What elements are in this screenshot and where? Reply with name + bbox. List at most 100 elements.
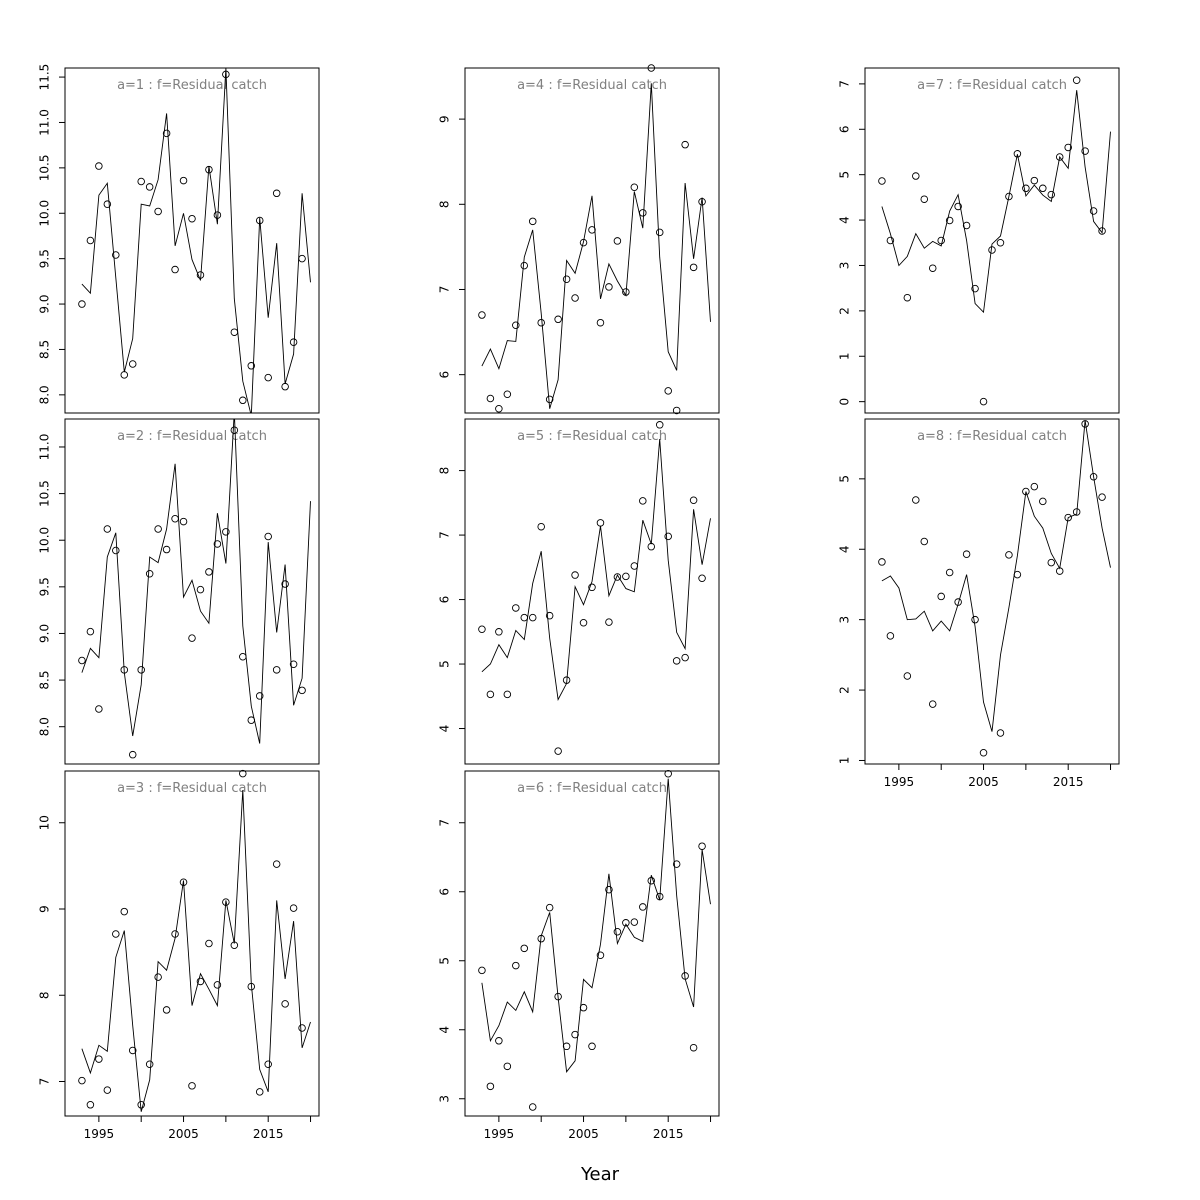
y-tick-label: 4 — [838, 216, 852, 224]
observed-point — [1055, 567, 1064, 575]
observed-point — [605, 618, 613, 626]
observed-point — [639, 903, 647, 911]
observed-point — [537, 522, 545, 531]
observed-point — [613, 573, 622, 581]
observed-point — [298, 254, 306, 263]
fitted-line — [81, 419, 311, 744]
y-tick-label: 9.0 — [38, 624, 52, 643]
fitted-line — [481, 778, 711, 1073]
observed-point — [222, 70, 230, 79]
y-tick-label: 1 — [838, 757, 852, 765]
observed-point — [512, 961, 520, 970]
observed-point — [1005, 551, 1013, 559]
observed-point — [128, 360, 137, 368]
observed-point — [1089, 207, 1098, 215]
observed-point — [698, 574, 706, 583]
observed-point — [272, 860, 281, 868]
observed-point — [971, 615, 979, 624]
plot-frame — [464, 67, 720, 414]
plot-frame — [864, 418, 1120, 765]
observed-point — [689, 496, 698, 505]
observed-point — [78, 656, 86, 665]
observed-point — [145, 183, 154, 191]
observed-point — [988, 246, 996, 254]
panel-title: a=5 : f=Residual catch — [517, 429, 667, 444]
observed-point — [171, 265, 179, 274]
panel-a7: a=7 : f=Residual catch 0 1 2 3 4 5 6 7 — [838, 67, 1120, 414]
observed-point — [272, 189, 281, 198]
plot-frame — [64, 418, 320, 765]
observed-point — [1039, 184, 1047, 193]
observed-point — [639, 497, 647, 505]
observed-point — [588, 1042, 596, 1051]
observed-point — [596, 951, 605, 959]
observed-point — [137, 666, 145, 674]
plot-frame — [864, 67, 1120, 414]
observed-point — [112, 930, 120, 938]
observed-point — [264, 1060, 272, 1068]
observed-point — [128, 1046, 137, 1055]
y-tick-label: 7 — [438, 819, 452, 827]
y-tick-label: 4 — [838, 545, 852, 553]
y-tick-label: 11.0 — [38, 434, 52, 461]
y-tick-label: 7 — [438, 286, 452, 294]
observed-point — [655, 892, 664, 901]
observed-point — [230, 328, 239, 336]
y-tick-label: 8.5 — [38, 671, 52, 690]
observed-point — [289, 904, 298, 912]
y-tick-label: 5 — [438, 957, 452, 965]
observed-point — [154, 207, 162, 216]
observed-point — [188, 214, 196, 223]
y-tick-label: 10 — [38, 815, 52, 830]
observed-point — [1005, 192, 1013, 201]
observed-point — [579, 1003, 588, 1012]
observed-point — [647, 876, 656, 885]
observed-point — [486, 690, 495, 699]
observed-point — [95, 162, 103, 170]
observed-point — [162, 545, 171, 554]
observed-point — [878, 177, 886, 185]
observed-point — [486, 394, 495, 403]
observed-point — [886, 236, 895, 245]
y-tick-label: 5 — [838, 171, 852, 179]
observed-point — [486, 1082, 495, 1091]
observed-point — [222, 528, 230, 536]
y-tick-label: 10.0 — [38, 200, 52, 227]
observed-point — [298, 1024, 306, 1032]
x-tick-label: 1995 — [84, 1127, 115, 1141]
observed-point — [272, 666, 281, 674]
y-tick-label: 10.5 — [38, 155, 52, 182]
observed-point — [86, 236, 95, 245]
observed-point — [86, 627, 95, 636]
observed-point — [622, 919, 630, 927]
observed-point — [886, 632, 895, 640]
observed-point — [78, 300, 86, 308]
observed-point — [162, 129, 171, 138]
plot-frame — [64, 770, 320, 1117]
y-tick-label: 3 — [838, 616, 852, 624]
x-tick-label: 2005 — [168, 1127, 199, 1141]
observed-point — [928, 264, 937, 272]
observed-point — [979, 397, 988, 406]
observed-point — [1064, 513, 1072, 522]
panel-title: a=6 : f=Residual catch — [517, 781, 667, 796]
panel-a4: a=4 : f=Residual catch 6 7 8 9 — [438, 64, 720, 415]
observed-point — [937, 592, 945, 601]
observed-point — [647, 64, 656, 72]
observed-point — [554, 315, 562, 324]
observed-point — [95, 1055, 103, 1063]
panel-title: a=7 : f=Residual catch — [917, 78, 1067, 93]
y-tick-label: 3 — [838, 262, 852, 270]
observed-point — [596, 318, 605, 327]
observed-point — [903, 672, 912, 680]
observed-point — [205, 568, 213, 576]
y-tick-label: 9.5 — [38, 249, 52, 268]
observed-point — [503, 1062, 512, 1071]
observed-point — [1072, 76, 1081, 85]
observed-point — [1098, 493, 1106, 501]
observed-point — [289, 660, 298, 668]
observed-point — [247, 982, 256, 991]
observed-point — [605, 283, 613, 291]
observed-point — [571, 294, 579, 302]
observed-point — [630, 183, 639, 192]
